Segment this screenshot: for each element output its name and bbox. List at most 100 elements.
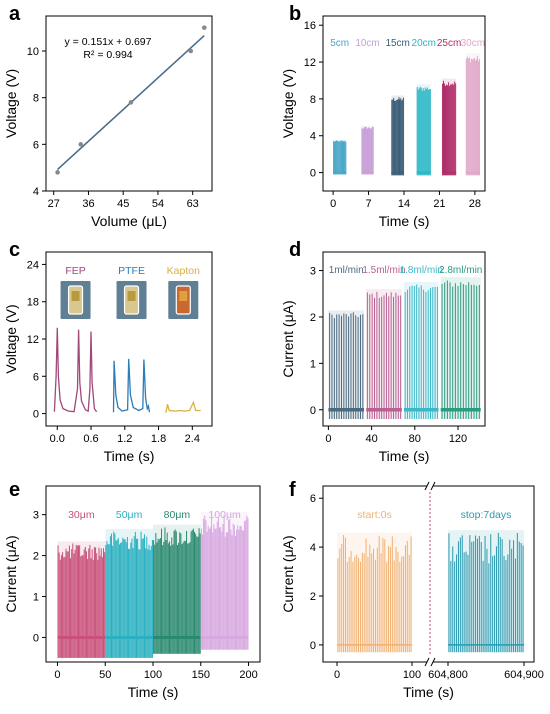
- series-2.8ml/min: [440, 277, 481, 420]
- panel-b: b Time (s) Voltage (V) 0 7 14 21 28 0 4 8 12 16 5cm 10…: [280, 3, 486, 229]
- legend-label: 100μm: [208, 509, 241, 521]
- x-tick-label: 2.4: [185, 433, 200, 445]
- legend-label: 20cm: [412, 38, 436, 49]
- series-15cm: [391, 95, 405, 176]
- x-tick-label: 0: [54, 669, 60, 681]
- axis-break-top-gap: [427, 482, 433, 490]
- series-30μm: [57, 541, 106, 658]
- series-10cm: [361, 125, 374, 175]
- material-label: Kapton: [167, 265, 200, 277]
- panel-c: c Time (s) Voltage (V) 0.0 0.6 1.2 1.8 2.4 0 6 12 1…: [3, 239, 213, 464]
- series-1ml/min: [328, 310, 365, 420]
- legend-label: 50μm: [116, 509, 143, 521]
- device-electrode: [71, 291, 80, 301]
- y-tick-label: 0: [33, 632, 39, 644]
- legend-label: 10cm: [355, 38, 379, 49]
- data-point: [188, 48, 194, 54]
- y-tick-label: 0: [310, 168, 316, 180]
- y-tick-label: 6: [33, 139, 39, 151]
- data-point: [128, 100, 134, 105]
- legend-label: 80μm: [164, 509, 191, 521]
- fit-equation: y = 0.151x + 0.697: [65, 36, 152, 48]
- panel-label: e: [9, 479, 20, 501]
- y-axis-label: Current (μA): [280, 300, 296, 377]
- y-tick-label: 4: [33, 186, 39, 198]
- x-axis-label: Time (s): [403, 684, 454, 700]
- y-axis-label: Current (μA): [3, 535, 19, 612]
- x-tick-label: 0.6: [83, 433, 98, 445]
- y-tick-label: 10: [27, 46, 39, 58]
- x-tick-label: 0.0: [50, 433, 65, 445]
- axis-break-mark: [430, 481, 436, 491]
- x-tick-label: 21: [433, 198, 445, 210]
- x-tick-label: 604,900: [504, 669, 544, 681]
- x-tick-label: 40: [365, 433, 377, 445]
- legend-label: stop:7days: [461, 509, 512, 521]
- data-point: [78, 142, 84, 147]
- y-tick-label: 0: [33, 409, 39, 421]
- y-tick-label: 0: [310, 640, 316, 652]
- legend-label: 15cm: [385, 38, 409, 49]
- series-FEP: [53, 327, 98, 413]
- x-axis-label: Time (s): [128, 684, 179, 700]
- material-label: FEP: [65, 265, 85, 277]
- y-tick-label: 18: [27, 297, 39, 309]
- panel-label: b: [289, 3, 301, 25]
- series-band: [200, 512, 249, 650]
- series-80μm: [153, 524, 201, 654]
- x-tick-label: 604,800: [428, 669, 468, 681]
- r-squared: R² = 0.994: [83, 49, 132, 61]
- x-tick-label: 1.8: [151, 433, 166, 445]
- panel-a: a Volume (μL) Voltage (V) 27 36 45 54 63 4 6 8 10 y …: [3, 3, 213, 229]
- y-tick-label: 12: [304, 57, 316, 69]
- legend-label: 1.5ml/min: [362, 265, 405, 276]
- y-tick-label: 2: [33, 551, 39, 563]
- plot-frame: [322, 251, 486, 427]
- y-axis-label: Current (μA): [280, 535, 296, 612]
- series-5cm: [333, 139, 347, 175]
- device-photo-FEP: [60, 281, 91, 319]
- x-tick-label: 28: [469, 198, 481, 210]
- panel-e: e Time (s) Current (μA) 0 50 100 150 200 0 1 2 3 30μ…: [3, 479, 261, 700]
- y-tick-label: 2: [310, 312, 316, 324]
- plot-frame: [45, 15, 213, 192]
- legend-label: 5cm: [330, 38, 349, 49]
- device-electrode: [127, 291, 136, 301]
- y-tick-label: 8: [310, 94, 316, 106]
- x-axis-label: Time (s): [104, 448, 155, 464]
- y-tick-label: 1: [33, 592, 39, 604]
- x-axis-label: Time (s): [379, 213, 430, 229]
- legend-label: 1ml/min: [329, 265, 364, 276]
- device-photo-Kapton: [168, 281, 199, 319]
- plot-frame: [45, 251, 213, 427]
- y-axis-label: Voltage (V): [280, 69, 296, 138]
- series-Kapton: [165, 400, 201, 414]
- series-25cm: [441, 78, 457, 176]
- legend-label: start:0s: [357, 509, 391, 521]
- x-tick-label: 27: [48, 198, 60, 210]
- x-tick-label: 63: [187, 198, 199, 210]
- device-photo-PTFE: [116, 281, 147, 319]
- x-tick-label: 100: [403, 669, 421, 681]
- x-tick-label: 200: [239, 669, 257, 681]
- panel-label: a: [9, 3, 21, 25]
- series-PTFE: [112, 358, 151, 413]
- series-100μm: [200, 512, 249, 650]
- x-tick-label: 1.2: [117, 433, 132, 445]
- x-axis-label: Volume (μL): [91, 213, 167, 229]
- y-tick-label: 16: [304, 20, 316, 32]
- panel-label: c: [9, 239, 20, 261]
- x-tick-label: 50: [99, 669, 111, 681]
- series-band: [337, 532, 412, 653]
- series-50μm: [105, 528, 153, 658]
- series-band: [448, 530, 524, 653]
- panel-label: d: [289, 239, 301, 261]
- x-axis-label: Time (s): [379, 448, 430, 464]
- series-stop:7days: [448, 530, 524, 653]
- panel-d: d Time (s) Current (μA) 0 40 80 120 0 1 2 3 1ml/min…: [280, 239, 486, 464]
- y-tick-label: 4: [310, 542, 316, 554]
- y-tick-label: 0: [310, 405, 316, 417]
- x-tick-label: 14: [398, 198, 410, 210]
- legend-label: 1.8ml/min: [400, 265, 443, 276]
- material-label: PTFE: [118, 265, 145, 277]
